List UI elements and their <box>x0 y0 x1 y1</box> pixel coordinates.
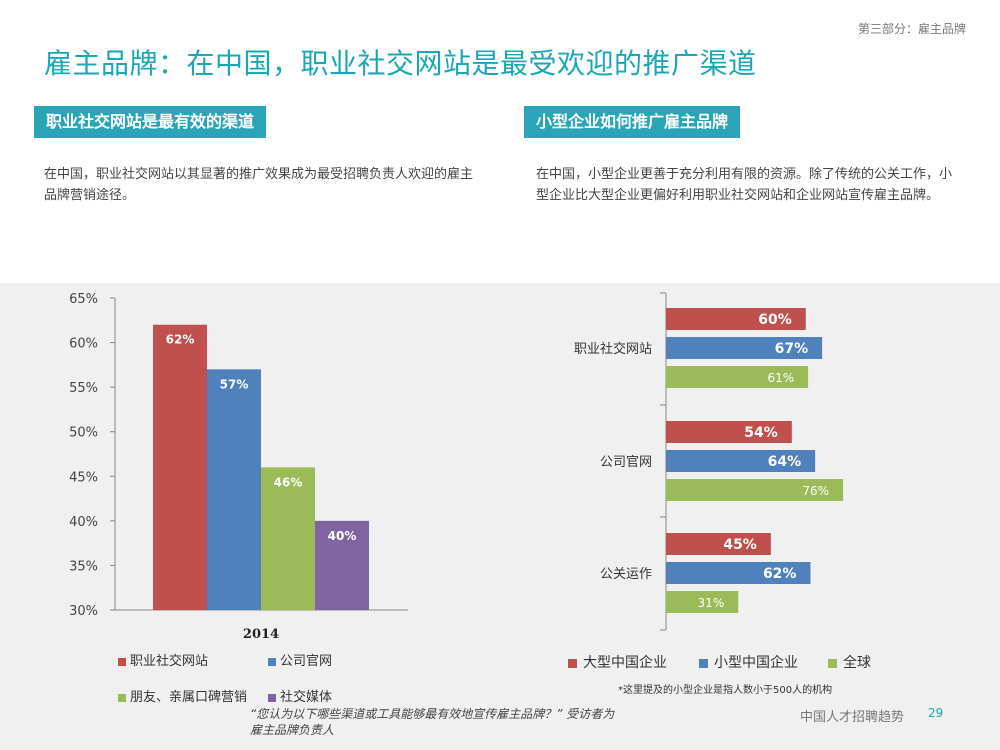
hbar-data-label: 76% <box>802 484 829 498</box>
legend-swatch <box>268 693 276 702</box>
legend-swatch <box>118 657 126 666</box>
hbar-data-label: 61% <box>767 371 794 385</box>
legend-item: 小型中国企业 <box>699 652 798 672</box>
section-tag: 第三部分：雇主品牌 <box>857 22 966 36</box>
legend-label: 公司官网 <box>280 654 333 669</box>
right-subheading: 小型企业如何推广雇主品牌 <box>524 106 741 138</box>
legend-swatch <box>699 658 708 668</box>
legend-swatch <box>118 693 126 702</box>
legend-item: 大型中国企业 <box>568 652 667 672</box>
y-tick-label: 40% <box>69 515 98 530</box>
y-tick-label: 35% <box>69 559 98 574</box>
footnote: *这里提及的小型企业是指人数小于500人的机构 <box>618 685 833 696</box>
bar-data-label: 57% <box>220 377 249 391</box>
bar-3 <box>261 467 315 610</box>
legend-label: 社交媒体 <box>280 690 333 705</box>
legend-swatch <box>268 657 276 666</box>
page-title: 雇主品牌：在中国，职业社交网站是最受欢迎的推广渠道 <box>44 47 757 80</box>
hbar <box>666 421 792 443</box>
category-label: 公司官网 <box>600 454 652 470</box>
category-label: 职业社交网站 <box>574 341 652 357</box>
legend-item: 公司官网 <box>268 650 332 669</box>
y-tick-label: 60% <box>69 337 98 352</box>
hbar <box>666 337 823 359</box>
right-body-text: 在中国，小型企业更善于充分利用有限的资源。除了传统的公关工作，小型企业比大型企业… <box>536 167 953 203</box>
legend-item: 社交媒体 <box>268 686 332 705</box>
hbar-data-label: 67% <box>775 341 809 357</box>
legend-swatch <box>828 658 837 668</box>
vertical-bar-chart: 30% 35% 40% 45% 50% 55% 60% 65% 62% 57% 46% 40% 2014 <box>69 292 408 642</box>
hbar <box>666 308 806 330</box>
survey-question-quote: “您认为以下哪些渠道或工具能够最有效地宣传雇主品牌？” 受访者为雇主品牌负责人 <box>250 707 615 737</box>
hbar-data-label: 62% <box>763 566 797 582</box>
horizontal-bar-chart: 职业社交网站 60% 67% 61% 公司官网 54% 64%76% 公关运作 45% 62% 31… <box>574 292 844 631</box>
y-tick-label: 30% <box>69 604 98 619</box>
category-label: 公关运作 <box>600 567 652 582</box>
hbar <box>666 366 809 388</box>
y-tick-label: 45% <box>69 470 98 485</box>
left-body-text: 在中国，职业社交网站以其显著的推广效果成为最受招聘负责人欢迎的雇主品牌营销途径。 <box>44 167 474 203</box>
bar-2 <box>207 369 261 610</box>
hbar <box>666 533 771 555</box>
bar-data-label: 62% <box>166 333 195 347</box>
hbar-data-label: 54% <box>744 425 778 441</box>
legend-item: 职业社交网站 <box>118 650 208 669</box>
x-category-label: 2014 <box>243 627 279 642</box>
y-tick-label: 65% <box>69 292 98 307</box>
legend-swatch <box>568 658 577 668</box>
hbar-data-label: 45% <box>723 537 757 553</box>
bar-data-label: 46% <box>274 475 303 489</box>
legend-label: 朋友、亲属口碑营销 <box>130 690 248 705</box>
y-tick-label: 55% <box>69 381 98 396</box>
hbar-data-label: 60% <box>758 312 792 328</box>
bar-1 <box>153 324 207 610</box>
hbar <box>666 450 816 472</box>
bar-data-label: 40% <box>328 529 357 543</box>
hbar-data-label: 64% <box>768 454 802 470</box>
hbar <box>666 479 844 501</box>
legend-label: 全球 <box>843 655 871 671</box>
legend-item: 全球 <box>828 652 871 672</box>
left-subheading: 职业社交网站是最有效的渠道 <box>34 106 267 138</box>
legend-item: 朋友、亲属口碑营销 <box>118 686 247 705</box>
page-number: 29 <box>928 706 944 720</box>
hbar <box>666 591 739 613</box>
hbar-data-label: 31% <box>698 596 725 610</box>
legend-label: 职业社交网站 <box>130 654 209 669</box>
bar-4 <box>315 520 369 610</box>
footer-brand: 中国人才招聘趋势 <box>800 710 905 725</box>
legend-label: 小型中国企业 <box>714 655 798 671</box>
hbar <box>666 562 811 584</box>
y-tick-label: 50% <box>69 426 98 441</box>
legend-label: 大型中国企业 <box>583 655 667 671</box>
